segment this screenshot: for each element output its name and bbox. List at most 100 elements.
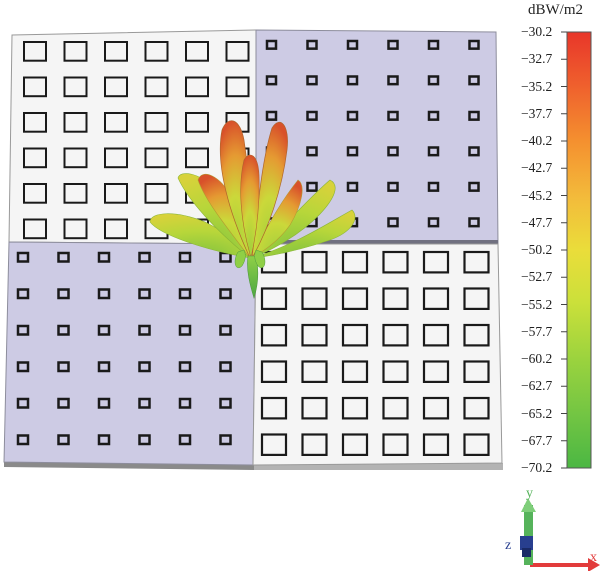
colorbar-tick-label: −47.7 [521,214,553,230]
aperture-hole [301,396,328,420]
aperture-hole [382,323,409,347]
aperture-hole [422,396,450,420]
aperture-hole [346,39,359,50]
aperture-hole [382,287,409,310]
aperture-hole [463,360,490,383]
aperture-hole [301,360,328,383]
aperture-hole [301,433,328,456]
aperture-hole [16,361,30,373]
aperture-hole [144,183,169,204]
aperture-hole [463,287,490,310]
aperture-hole [422,360,450,383]
aperture-hole [178,251,192,263]
aperture-hole [16,251,30,263]
aperture-hole [468,181,480,192]
aperture-hole [301,323,328,347]
aperture-hole [138,397,151,409]
aperture-hole [301,287,328,310]
aperture-hole [16,434,30,446]
aperture-hole [427,75,440,86]
colorbar-tick-label: −55.2 [521,296,553,312]
aperture-hole [382,250,409,274]
colorbar-ticks [561,31,567,469]
aperture-hole [97,397,111,409]
aperture-hole [341,360,369,383]
aperture-hole [185,41,209,62]
aperture-hole [260,433,288,456]
aperture-hole [341,396,369,420]
aperture-hole [23,147,47,169]
axis-z-label: z [505,538,512,553]
aperture-hole [138,288,151,300]
colorbar-tick-label: −37.7 [521,105,553,121]
aperture-hole [97,434,111,446]
aperture-hole [63,76,88,98]
aperture-hole [178,397,192,409]
aperture-hole [57,397,70,409]
aperture-hole [219,361,232,373]
colorbar-tick-label: −62.7 [521,378,553,394]
colorbar-tick-label: −30.2 [521,24,553,39]
aperture-hole [219,288,232,300]
aperture-hole [260,396,288,420]
aperture-hole [97,324,111,336]
colorbar-tick-label: −45.2 [521,187,553,203]
aperture-hole [57,288,70,300]
axis-x-label: x [590,550,597,565]
aperture-hole [144,147,169,169]
aperture-hole [225,76,250,98]
aperture-hole [185,112,209,133]
aperture-hole [63,147,88,169]
aperture-hole [23,183,47,204]
aperture-hole [104,218,128,240]
aperture-hole [468,217,480,228]
colorbar-unit-label: dBW/m2 [528,2,583,18]
aperture-hole [178,434,192,446]
aperture-hole [178,288,192,300]
aperture-hole [346,146,359,157]
aperture-hole [387,110,399,121]
aperture-hole [306,110,318,121]
colorbar-tick-label: −52.7 [521,269,553,285]
aperture-hole [463,250,490,274]
aperture-hole [301,250,328,274]
colorbar-tick-label: −42.7 [521,160,553,176]
aperture-hole [265,39,278,50]
aperture-hole [387,217,399,228]
aperture-hole [468,110,480,121]
aperture-hole [138,361,151,373]
aperture-hole [23,112,47,133]
aperture-hole [260,360,288,383]
aperture-hole [387,181,399,192]
aperture-hole [16,397,30,409]
aperture-hole [427,217,440,228]
panel-bottom-left [3,241,257,466]
aperture-hole [427,39,440,50]
aperture-hole [346,110,359,121]
colorbar-tick-label: −65.2 [521,405,553,421]
colorbar-tick-label: −32.7 [521,51,553,67]
aperture-hole [104,183,128,204]
aperture-hole [57,324,70,336]
radiation-pattern-3d [149,120,356,300]
aperture-hole [185,147,209,169]
aperture-hole [104,147,128,169]
aperture-hole [306,75,318,86]
panel-bottom-right [252,243,503,466]
aperture-hole [97,251,111,263]
aperture-hole [382,360,409,383]
aperture-hole [225,41,250,62]
aperture-hole [468,39,480,50]
colorbar-tick-label: −57.7 [521,323,553,339]
aperture-hole [97,288,111,300]
aperture-hole [23,76,47,98]
colorbar-tick-label: −50.2 [521,242,553,257]
aperture-hole [260,287,288,310]
aperture-hole [104,112,128,133]
aperture-hole [387,39,399,50]
aperture-hole [57,361,70,373]
aperture-hole [341,250,369,274]
aperture-hole [265,75,278,86]
aperture-hole [144,76,169,98]
